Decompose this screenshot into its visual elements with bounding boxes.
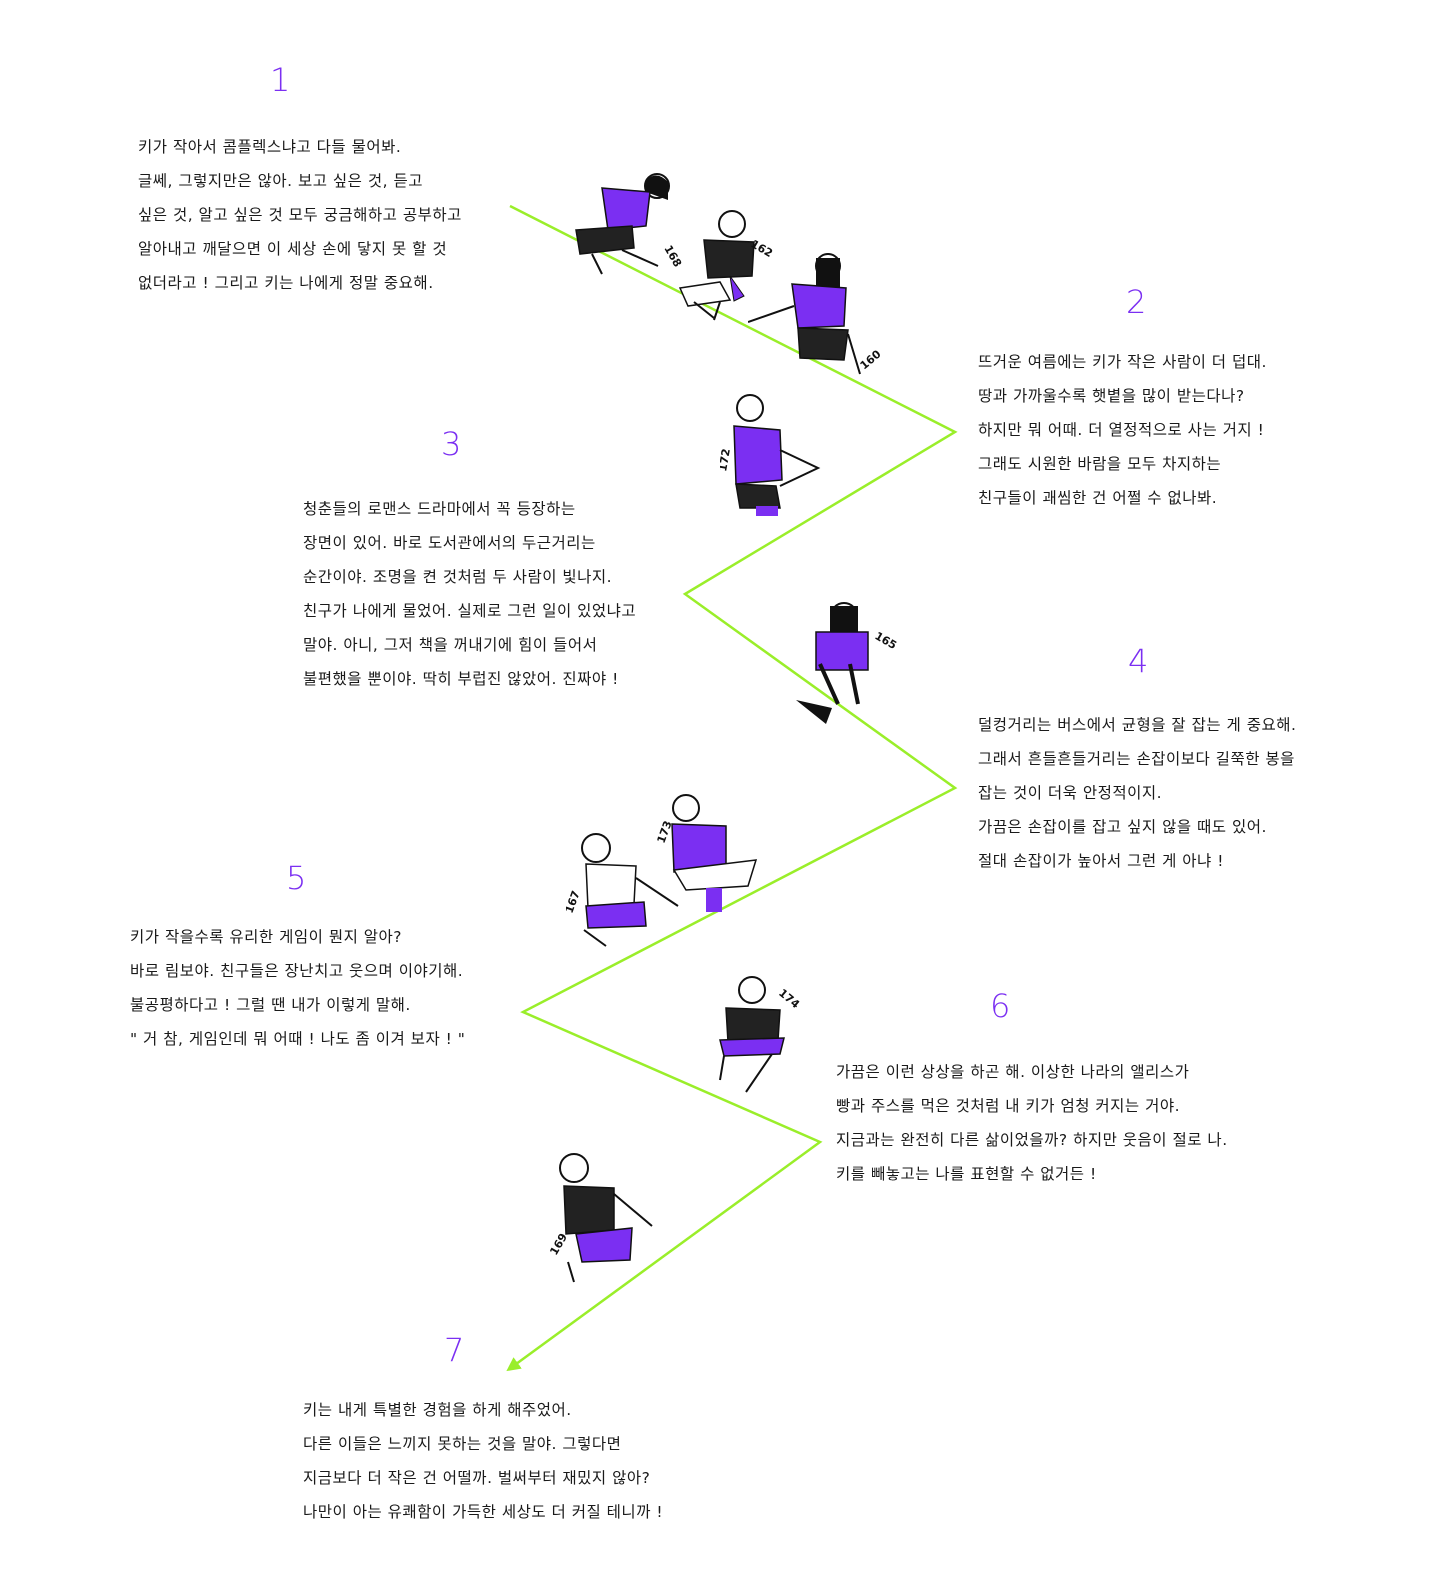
section-4-line: 절대 손잡이가 높아서 그런 게 아냐 ! [978, 852, 1224, 870]
height-label-172: 172 [720, 448, 733, 473]
girl-figure-173: 173 [656, 794, 758, 912]
height-label-169: 169 [547, 1231, 570, 1257]
section-2-number: 2 [1126, 283, 1147, 321]
section-6-line: 빵과 주스를 먹은 것처럼 내 키가 엄청 커지는 거야. [836, 1097, 1181, 1115]
section-3-text: 청춘들의 로맨스 드라마에서 꼭 등장하는 장면이 있어. 바로 도서관에서의 … [303, 492, 636, 696]
section-2-line: 그래도 시원한 바람을 모두 차지하는 [978, 455, 1222, 473]
section-4-text: 덜컹거리는 버스에서 균형을 잘 잡는 게 중요해. 그래서 흔들흔들거리는 손… [978, 708, 1296, 878]
section-5-line: 키가 작을수록 유리한 게임이 뭔지 알아? [130, 928, 403, 946]
height-label-167: 167 [566, 889, 583, 915]
section-7-line: 키는 내게 특별한 경험을 하게 해주었어. [303, 1401, 572, 1419]
section-7-line: 나만이 아는 유쾌함이 가득한 세상도 더 커질 테니까 ! [303, 1503, 664, 1521]
section-3-line: 말야. 아니, 그저 책을 꺼내기에 힘이 들어서 [303, 636, 598, 654]
section-1-line: 키가 작아서 콤플렉스냐고 다들 물어봐. [138, 138, 402, 156]
height-label-174: 174 [776, 986, 802, 1011]
section-5-line: " 거 참, 게임인데 뭐 어때 ! 나도 좀 이겨 보자 ! " [130, 1030, 466, 1048]
girl-figure-169: 169 [547, 1153, 653, 1283]
section-1-line: 글쎄, 그렇지만은 않아. 보고 싶은 것, 듣고 [138, 172, 424, 190]
section-4-number: 4 [1128, 642, 1149, 680]
section-1-number: 1 [270, 61, 291, 99]
section-1-line: 싶은 것, 알고 싶은 것 모두 궁금해하고 공부하고 [138, 206, 462, 224]
section-7-text: 키는 내게 특별한 경험을 하게 해주었어. 다른 이들은 느끼지 못하는 것을… [303, 1393, 663, 1529]
height-label-165: 165 [873, 629, 899, 652]
section-3-line: 순간이야. 조명을 켠 것처럼 두 사람이 빛나지. [303, 568, 613, 586]
section-1-line: 알아내고 깨달으면 이 세상 손에 닿지 못 할 것 [138, 240, 448, 258]
section-2-line: 뜨거운 여름에는 키가 작은 사람이 더 덥대. [978, 353, 1267, 371]
section-5-line: 바로 림보야. 친구들은 장난치고 웃으며 이야기해. [130, 962, 464, 980]
section-7-number: 7 [444, 1331, 465, 1369]
section-7-line: 다른 이들은 느끼지 못하는 것을 말야. 그렇다면 [303, 1435, 622, 1453]
section-4-line: 그래서 흔들흔들거리는 손잡이보다 길쭉한 봉을 [978, 750, 1295, 768]
girl-figure-167: 167 [566, 833, 679, 947]
section-4-line: 잡는 것이 더욱 안정적이지. [978, 784, 1163, 802]
section-3-number: 3 [441, 425, 462, 463]
section-6-line: 지금과는 완전히 다른 삶이었을까? 하지만 웃음이 절로 나. [836, 1131, 1228, 1149]
section-4-line: 가끔은 손잡이를 잡고 싶지 않을 때도 있어. [978, 818, 1267, 836]
section-6-text: 가끔은 이런 상상을 하곤 해. 이상한 나라의 앨리스가 빵과 주스를 먹은 … [836, 1055, 1228, 1191]
section-1-line: 없더라고 ! 그리고 키는 나에게 정말 중요해. [138, 274, 434, 292]
section-5-number: 5 [286, 859, 307, 897]
girl-figure-160: 160 [748, 253, 884, 375]
section-4-line: 덜컹거리는 버스에서 균형을 잘 잡는 게 중요해. [978, 716, 1297, 734]
section-2-line: 땅과 가까울수록 햇볕을 많이 받는다나? [978, 387, 1245, 405]
section-6-line: 키를 빼놓고는 나를 표현할 수 없거든 ! [836, 1165, 1097, 1183]
section-3-line: 장면이 있어. 바로 도서관에서의 두근거리는 [303, 534, 596, 552]
girl-figure-172: 172 [720, 394, 821, 516]
section-3-line: 청춘들의 로맨스 드라마에서 꼭 등장하는 [303, 500, 576, 518]
girl-figure-174: 174 [719, 976, 802, 1093]
section-5-text: 키가 작을수록 유리한 게임이 뭔지 알아? 바로 림보야. 친구들은 장난치고… [130, 920, 465, 1056]
section-2-line: 하지만 뭐 어때. 더 열정적으로 사는 거지 ! [978, 421, 1265, 439]
section-5-line: 불공평하다고 ! 그럴 땐 내가 이렇게 말해. [130, 996, 411, 1014]
section-7-line: 지금보다 더 작은 건 어떨까. 벌써부터 재밌지 않아? [303, 1469, 651, 1487]
girl-figure-162: 162 [678, 210, 774, 321]
section-1-text: 키가 작아서 콤플렉스냐고 다들 물어봐. 글쎄, 그렇지만은 않아. 보고 싶… [138, 130, 462, 300]
section-3-line: 친구가 나에게 물었어. 실제로 그런 일이 있었냐고 [303, 602, 637, 620]
section-3-line: 불편했을 뿐이야. 딱히 부럽진 않았어. 진짜야 ! [303, 670, 619, 688]
girl-figure-168: 168 [575, 173, 682, 275]
girl-figure-165: 165 [796, 602, 899, 724]
section-2-line: 친구들이 괘씸한 건 어쩔 수 없나봐. [978, 489, 1218, 507]
section-6-line: 가끔은 이런 상상을 하곤 해. 이상한 나라의 앨리스가 [836, 1063, 1190, 1081]
height-label-160: 160 [858, 347, 884, 372]
section-2-text: 뜨거운 여름에는 키가 작은 사람이 더 덥대. 땅과 가까울수록 햇볕을 많이… [978, 345, 1267, 515]
section-6-number: 6 [990, 987, 1011, 1025]
